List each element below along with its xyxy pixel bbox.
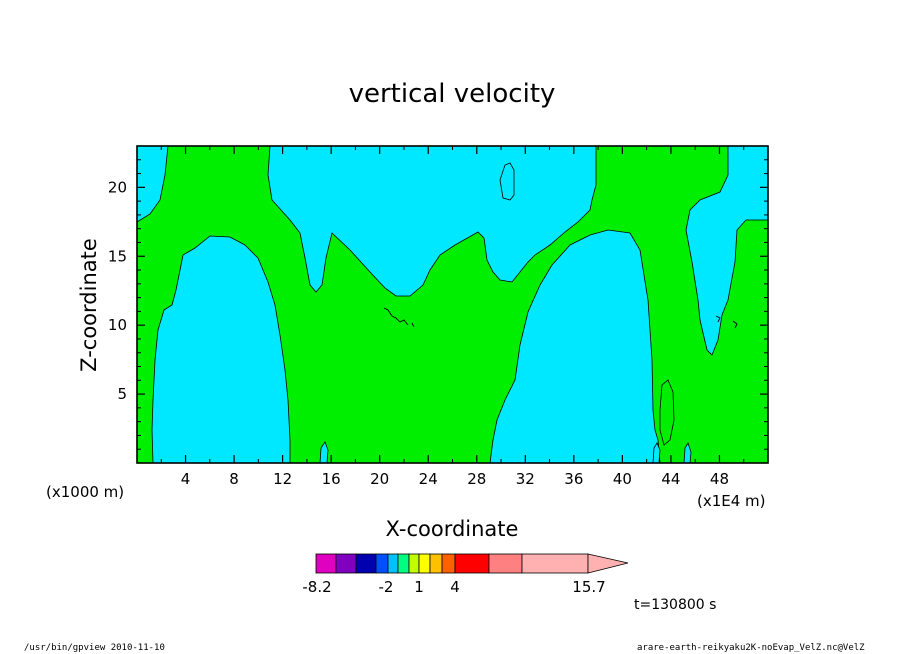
colorbar-label-min: -8.2 [302, 578, 331, 596]
y-axis-label: Z-coordinate [77, 238, 101, 372]
footer-left: /usr/bin/gpview 2010-11-10 [24, 643, 165, 653]
colorbar-label-max: 15.7 [572, 578, 605, 596]
colorbar-label-neg2: -2 [379, 578, 394, 596]
colorbar [315, 553, 629, 574]
colorbar-segment [315, 553, 337, 574]
contour-squiggle [383, 307, 738, 329]
colorbar-segment [397, 553, 410, 574]
plot-area [136, 145, 769, 464]
x-tick-label: 40 [613, 470, 632, 488]
x-tick-label: 24 [419, 470, 438, 488]
colorbar-segment [488, 553, 523, 574]
time-label: t=130800 s [634, 597, 716, 613]
contour-island-4 [659, 379, 675, 446]
y-tick-label: 10 [108, 316, 127, 334]
y-axis: 5 10 15 20 [108, 159, 768, 450]
contour-region-cyan-upper-pocket [499, 162, 515, 201]
colorbar-segment [454, 553, 490, 574]
x-tick-label: 20 [370, 470, 389, 488]
contour-region-green-main [136, 145, 769, 464]
x-tick-label: 28 [467, 470, 486, 488]
colorbar-segment [521, 553, 589, 574]
y-tick-label: 20 [108, 178, 127, 196]
x-axis: 4 8 12 16 20 24 28 32 36 40 44 48 [160, 146, 745, 488]
colorbar-arrow [587, 553, 629, 574]
footer-right: arare-earth-reikyaku2K-noEvap_VelZ.nc@Ve… [637, 643, 865, 653]
x-axis-label: X-coordinate [386, 517, 519, 541]
x-unit-left: (x1000 m) [46, 483, 124, 501]
x-tick-label: 12 [273, 470, 292, 488]
colorbar-label-1: 1 [414, 578, 424, 596]
x-tick-label: 36 [564, 470, 583, 488]
x-tick-label: 4 [181, 470, 191, 488]
colorbar-segment [355, 553, 377, 574]
colorbar-segment [429, 553, 443, 574]
colorbar-segment [408, 553, 420, 574]
chart-title: vertical velocity [349, 79, 556, 109]
colorbar-segment [335, 553, 357, 574]
x-tick-label: 16 [322, 470, 341, 488]
y-tick-label: 15 [108, 247, 127, 265]
colorbar-segment [375, 553, 389, 574]
x-tick-label: 44 [661, 470, 680, 488]
colorbar-segment [387, 553, 399, 574]
x-tick-label: 32 [516, 470, 535, 488]
x-tick-label: 8 [229, 470, 239, 488]
x-unit-right: (x1E4 m) [697, 492, 766, 510]
x-tick-label: 48 [710, 470, 729, 488]
y-tick-label: 5 [117, 385, 127, 403]
colorbar-segment [441, 553, 456, 574]
colorbar-label-4: 4 [450, 578, 460, 596]
colorbar-segment [418, 553, 431, 574]
